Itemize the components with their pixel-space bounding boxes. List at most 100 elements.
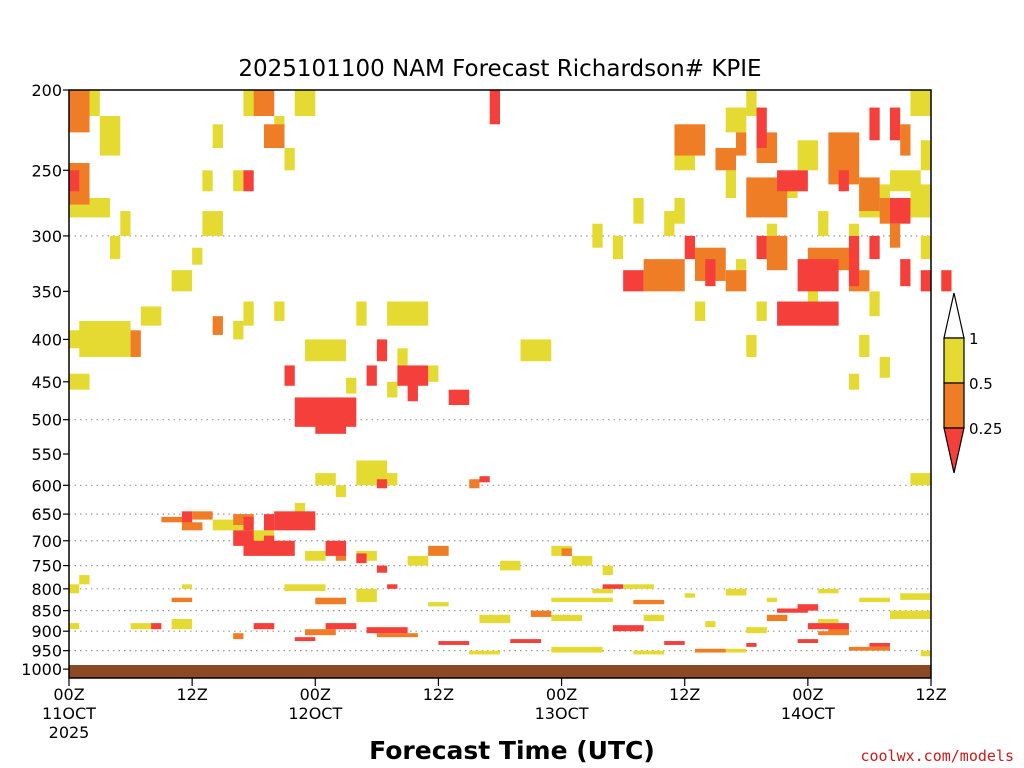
- cell-yellow-54: [694, 301, 706, 321]
- cell-red-18: [920, 270, 931, 292]
- cell-red-21: [376, 339, 388, 362]
- cell-yellow-98: [818, 619, 839, 624]
- x-tick-label-4-1: 13OCT: [535, 704, 589, 723]
- cell-yellow-59: [910, 473, 931, 486]
- cell-red-29: [479, 476, 490, 483]
- y-tick-label-300: 300: [31, 227, 62, 246]
- cell-yellow-6: [171, 270, 193, 292]
- cell-yellow-27: [428, 365, 439, 382]
- cell-red-15: [797, 259, 839, 292]
- cell-orange-24: [181, 522, 203, 531]
- cell-yellow-100: [551, 646, 603, 653]
- cell-yellow-84: [684, 593, 695, 598]
- y-tick-label-900: 900: [31, 622, 62, 641]
- cell-orange-10: [859, 177, 880, 212]
- pressure-gridlines: [69, 235, 931, 652]
- cell-yellow-60: [315, 473, 336, 486]
- cell-red-57: [869, 643, 890, 647]
- cell-red-20: [777, 301, 839, 326]
- cell-yellow-15: [284, 148, 295, 171]
- y-tick-label-950: 950: [31, 642, 62, 661]
- cell-orange-41: [694, 648, 726, 653]
- cell-yellow-99: [889, 610, 931, 620]
- cell-orange-2: [253, 90, 275, 117]
- cell-yellow-81: [551, 597, 613, 603]
- legend-swatch-0.25-0.5: [943, 382, 965, 429]
- cell-yellow-101: [469, 650, 500, 655]
- x-tick-label-6-0: 00Z: [792, 685, 823, 704]
- cell-red-41: [387, 584, 398, 589]
- cell-red-46: [253, 623, 275, 630]
- legend-swatch-0.5-1: [943, 337, 965, 384]
- cell-red-44: [777, 608, 808, 613]
- y-tick-label-1000: 1000: [21, 660, 62, 679]
- cell-orange-3: [263, 124, 285, 149]
- cell-yellow-53: [746, 334, 757, 357]
- cell-yellow-77: [181, 584, 193, 589]
- cell-yellow-19: [233, 320, 244, 340]
- cell-yellow-48: [889, 170, 921, 192]
- cell-yellow-104: [920, 650, 931, 657]
- cell-yellow-3: [120, 211, 131, 236]
- cell-orange-11: [879, 197, 890, 224]
- cell-red-17: [900, 259, 911, 287]
- y-tick-label-600: 600: [31, 476, 62, 495]
- cell-red-47: [325, 623, 357, 630]
- cell-yellow-23: [356, 301, 367, 326]
- cell-yellow-5: [192, 247, 203, 265]
- cell-orange-42: [848, 646, 890, 651]
- cell-red-51: [294, 637, 316, 642]
- cell-red-42: [602, 584, 624, 589]
- cell-orange-35: [828, 627, 849, 634]
- cell-red-19: [941, 270, 952, 292]
- cell-orange-27: [469, 479, 480, 489]
- x-tick-label-2-0: 00Z: [300, 685, 331, 704]
- cell-orange-40: [376, 633, 418, 638]
- cell-yellow-20: [243, 301, 254, 326]
- credit-text: coolwx.com/models: [860, 747, 1014, 765]
- cell-orange-17: [766, 235, 788, 271]
- cell-red-43: [797, 604, 819, 611]
- cell-red-49: [612, 625, 644, 632]
- cell-red-33: [263, 514, 275, 531]
- cell-red-38: [325, 540, 347, 556]
- cell-orange-12: [900, 124, 911, 156]
- cell-yellow-24: [387, 301, 429, 326]
- cell-red-7: [889, 107, 901, 141]
- cell-yellow-51: [766, 223, 778, 248]
- cell-yellow-71: [500, 560, 521, 571]
- cell-yellow-74: [602, 565, 613, 576]
- cell-red-26: [448, 389, 470, 406]
- x-tick-label-4-0: 00Z: [546, 685, 577, 704]
- cell-yellow-73: [571, 555, 593, 566]
- cell-yellow-34: [746, 90, 757, 117]
- y-tick-label-500: 500: [31, 411, 62, 430]
- cell-yellow-89: [900, 593, 931, 600]
- cell-red-39: [356, 553, 367, 564]
- cell-yellow-37: [725, 170, 737, 198]
- cell-red-9: [684, 235, 695, 260]
- cell-yellow-64: [294, 502, 306, 515]
- cell-red-13: [623, 270, 644, 292]
- x-tick-label-3-0: 12Z: [423, 685, 454, 704]
- cell-yellow-38: [664, 211, 675, 236]
- cell-yellow-17: [233, 170, 244, 192]
- cell-orange-21: [212, 316, 223, 335]
- cell-yellow-50: [920, 235, 931, 260]
- cell-yellow-35: [725, 107, 747, 133]
- cell-yellow-47: [920, 140, 931, 171]
- cell-yellow-75: [79, 575, 90, 585]
- cell-yellow-52: [756, 301, 767, 321]
- cell-red-34: [274, 511, 316, 531]
- cell-red-16: [848, 259, 860, 287]
- cell-yellow-46: [910, 184, 931, 218]
- cell-yellow-87: [818, 588, 839, 594]
- cell-yellow-10: [69, 373, 90, 390]
- cell-red-50: [807, 623, 849, 630]
- legend-arrow-top: [943, 292, 965, 339]
- y-tick-label-450: 450: [31, 373, 62, 392]
- y-axis-pressure-ticks: 200 250 300 350 400 450 500 550 600 650 700 750 800 8…: [21, 81, 69, 679]
- cell-yellow-4: [110, 235, 121, 260]
- cell-orange-6: [715, 148, 737, 171]
